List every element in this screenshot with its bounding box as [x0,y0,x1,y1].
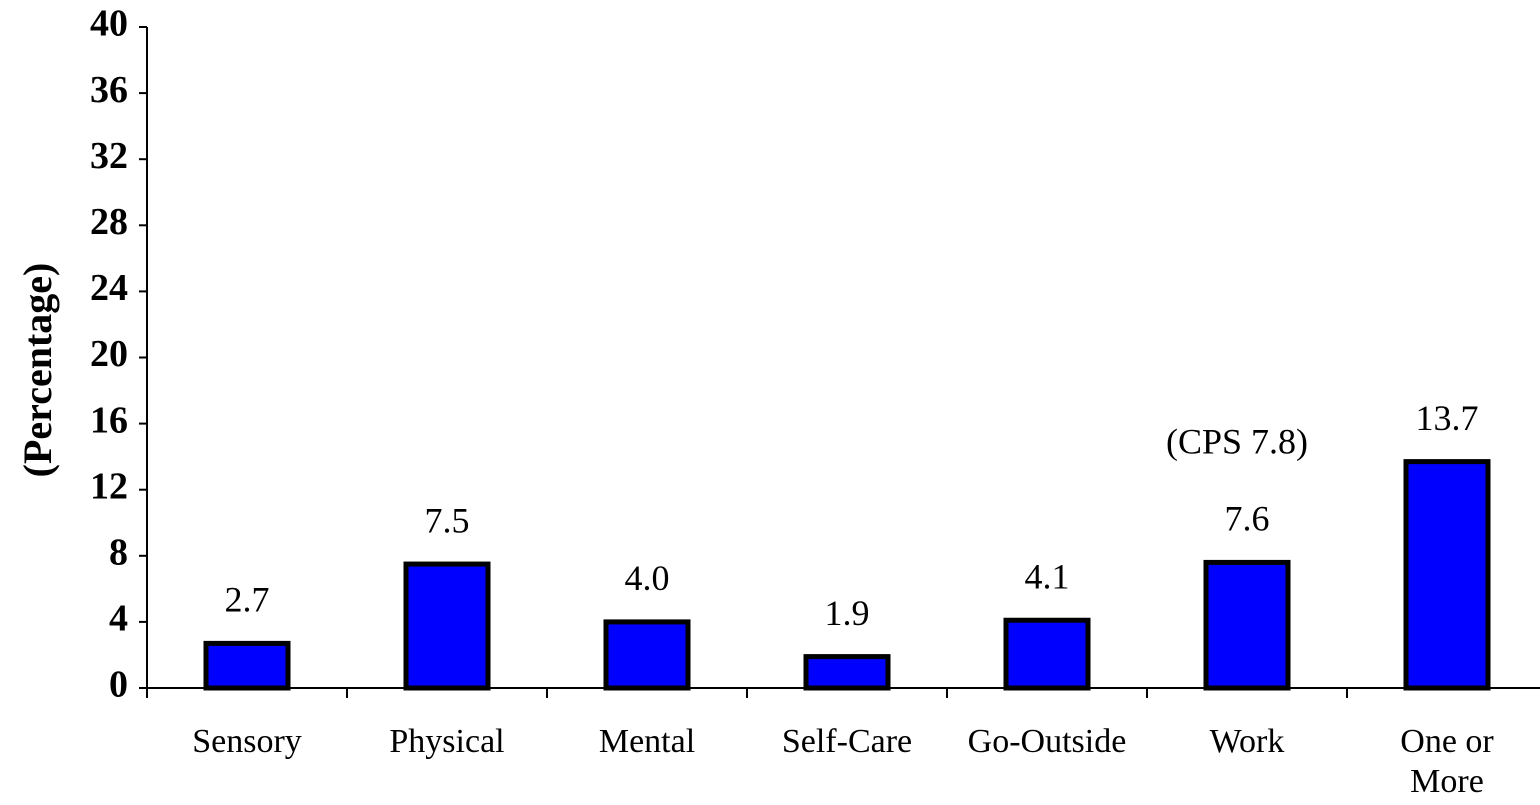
y-tick-label: 24 [90,267,128,309]
y-tick-label: 4 [109,598,128,640]
x-tick-label: Go-Outside [967,723,1127,760]
annotation: (CPS 7.8) [1166,421,1308,461]
value-label: 7.5 [425,500,470,540]
value-label: 7.6 [1225,499,1270,539]
y-tick-label: 32 [90,135,128,177]
bar [1003,617,1091,691]
y-tick-label: 16 [90,399,128,441]
y-tick-label: 28 [90,201,128,243]
x-tick-label: Sensory [192,723,302,760]
bar [203,640,291,691]
y-axis-label: (Percentage) [15,263,60,478]
value-label: 2.7 [225,580,270,620]
y-tick-label: 20 [90,333,128,375]
y-tick-label: 8 [109,532,128,574]
y-tick-label: 36 [90,69,128,111]
x-tick-label: Self-Care [781,723,913,760]
y-tick-label: 12 [90,465,128,507]
y-tick-label: 40 [90,3,128,45]
bar [1203,559,1291,691]
value-label: 13.7 [1416,398,1479,438]
value-label: 4.1 [1025,557,1070,597]
bar [1403,459,1491,691]
y-tick-label: 0 [109,664,128,706]
value-label: 1.9 [825,593,870,633]
bar [403,561,491,691]
value-label: 4.0 [625,558,670,598]
bar [603,619,691,691]
x-tick-label: Work [1209,723,1285,760]
x-tick-label: One or More [1400,723,1494,800]
x-tick-label: Mental [598,723,696,760]
x-tick-label: Physical [389,723,505,760]
bar [803,654,891,691]
